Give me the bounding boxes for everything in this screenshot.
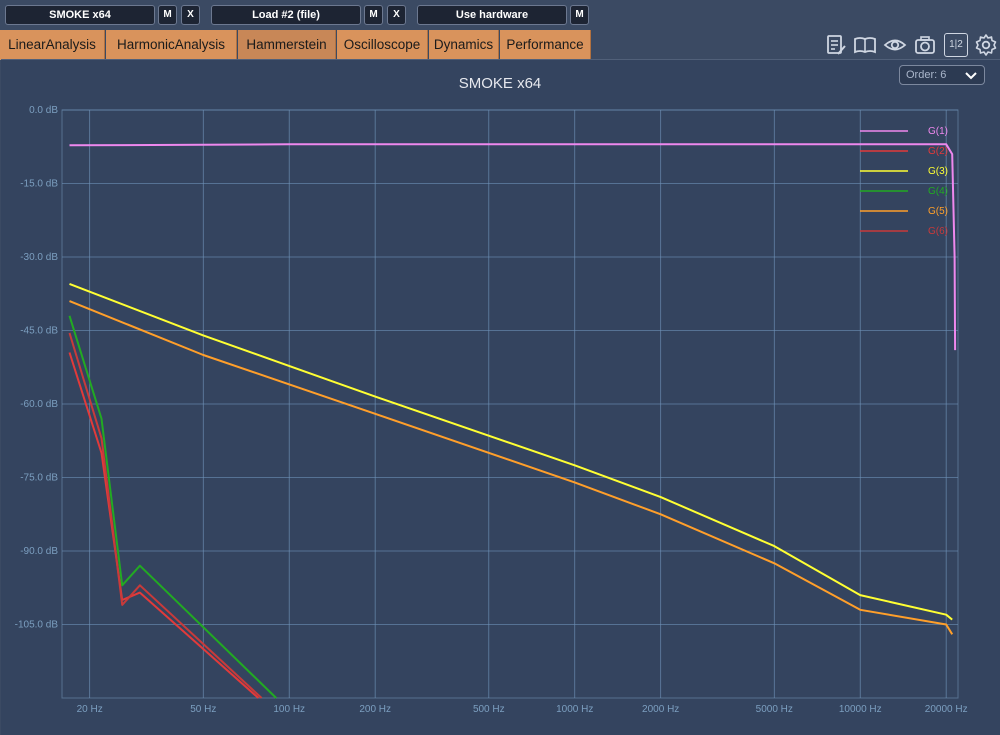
x-tick-label: 20 Hz [77, 704, 103, 715]
slot2-close-button[interactable]: X [387, 5, 406, 25]
tab-dynamics[interactable]: Dynamics [429, 30, 499, 60]
slot2-button[interactable]: Load #2 (file) [211, 5, 361, 25]
gear-icon[interactable] [974, 33, 998, 57]
slot3-button[interactable]: Use hardware [417, 5, 567, 25]
legend-label: G(6) [928, 226, 948, 237]
tab-oscilloscope[interactable]: Oscilloscope [337, 30, 428, 60]
chart-title: SMOKE x64 [458, 75, 542, 92]
legend-label: G(1) [928, 126, 948, 137]
legend-label: G(5) [928, 206, 948, 217]
tab-hammerstein[interactable]: Hammerstein [238, 30, 336, 60]
order-select-label: Order: 6 [906, 69, 947, 81]
chevron-down-icon [965, 72, 977, 80]
x-tick-label: 100 Hz [273, 704, 305, 715]
tab-linear-analysis[interactable]: LinearAnalysis [0, 30, 105, 60]
y-tick-label: -105.0 dB [15, 620, 59, 631]
x-tick-label: 500 Hz [473, 704, 505, 715]
legend-label: G(4) [928, 186, 948, 197]
x-tick-label: 5000 Hz [756, 704, 793, 715]
series-line-3 [69, 282, 953, 621]
book-icon[interactable] [853, 33, 877, 57]
x-tick-label: 50 Hz [190, 704, 216, 715]
y-tick-label: -45.0 dB [20, 326, 58, 337]
series-line-5 [69, 300, 954, 635]
slot1-mute-button[interactable]: M [158, 5, 177, 25]
y-tick-label: -90.0 dB [20, 546, 58, 557]
legend-label: G(3) [928, 166, 948, 177]
toolbar: SMOKE x64 M X Load #2 (file) M X Use har… [0, 0, 1000, 30]
plot-panel [1, 59, 1000, 735]
y-tick-label: -15.0 dB [20, 179, 58, 190]
tab-performance[interactable]: Performance [500, 30, 591, 60]
slot1-button[interactable]: SMOKE x64 [5, 5, 155, 25]
series-line-6 [68, 332, 263, 699]
slot1-close-button[interactable]: X [181, 5, 200, 25]
eye-icon[interactable] [883, 33, 907, 57]
x-tick-label: 1000 Hz [556, 704, 593, 715]
x-tick-label: 2000 Hz [642, 704, 679, 715]
y-tick-label: -60.0 dB [20, 399, 58, 410]
x-tick-label: 20000 Hz [925, 704, 968, 715]
channels-icon[interactable]: 1|2 [944, 33, 968, 57]
order-select[interactable]: Order: 6 [899, 65, 985, 85]
tab-harmonic-analysis[interactable]: HarmonicAnalysis [106, 30, 237, 60]
y-tick-label: -30.0 dB [20, 252, 58, 263]
y-tick-label: 0.0 dB [29, 105, 58, 116]
camera-icon[interactable] [913, 33, 937, 57]
series-line-1 [69, 143, 957, 351]
legend-label: G(2) [928, 146, 948, 157]
series-line-4 [68, 315, 277, 699]
slot2-mute-button[interactable]: M [364, 5, 383, 25]
slot3-mute-button[interactable]: M [570, 5, 589, 25]
x-tick-label: 200 Hz [359, 704, 391, 715]
y-tick-label: -75.0 dB [20, 473, 58, 484]
notes-icon[interactable] [824, 33, 848, 57]
x-tick-label: 10000 Hz [839, 704, 882, 715]
